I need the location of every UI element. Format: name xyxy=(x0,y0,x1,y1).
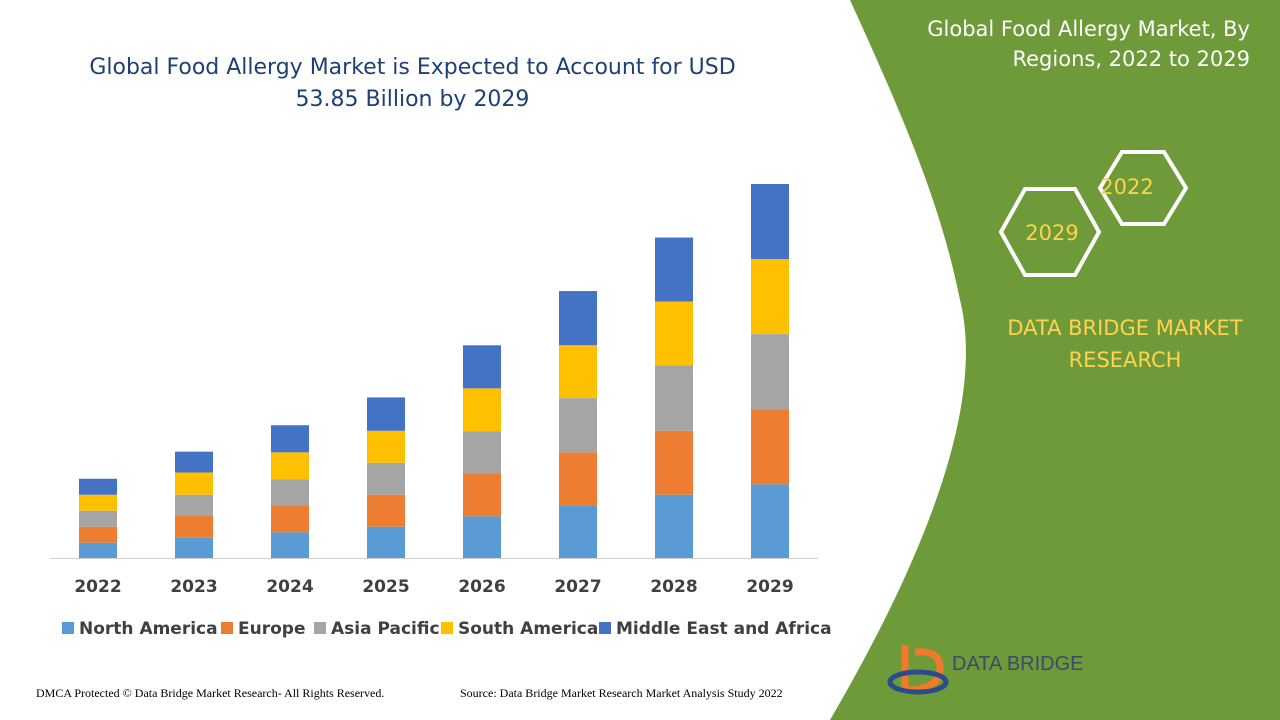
bar-segment xyxy=(79,478,117,495)
bar-segment xyxy=(79,526,117,543)
bar-segment xyxy=(271,479,309,506)
legend-swatch xyxy=(599,622,611,634)
panel-title: Global Food Allergy Market, By Regions, … xyxy=(927,17,1250,71)
bar-segment xyxy=(367,526,405,558)
bar-segment xyxy=(367,494,405,527)
hex-label: 2029 xyxy=(1025,221,1078,245)
logo-text: DATA BRIDGE xyxy=(952,653,1084,675)
bar-segment xyxy=(271,505,309,533)
hexagon xyxy=(998,187,1102,277)
bar-segment xyxy=(271,425,309,453)
x-tick-label: 2023 xyxy=(170,577,217,597)
legend-swatch xyxy=(62,622,74,634)
bar-segment xyxy=(751,334,789,410)
copyright: DMCA Protected © Data Bridge Market Rese… xyxy=(36,686,385,700)
chart-title: Global Food Allergy Market is Expected t… xyxy=(89,55,736,112)
bar-segment xyxy=(175,515,213,538)
hex-label: 2022 xyxy=(1100,175,1153,199)
legend-label: Asia Pacific xyxy=(331,619,440,639)
bar-segment xyxy=(655,301,693,366)
bar-segment xyxy=(79,494,117,511)
bar-segment xyxy=(463,516,501,558)
bar-segment xyxy=(463,388,501,432)
x-tick-label: 2026 xyxy=(458,577,505,597)
bar-segment xyxy=(655,494,693,558)
legend-swatch xyxy=(441,622,453,634)
legend-label: Europe xyxy=(238,619,305,639)
bar-segment xyxy=(367,430,405,463)
x-tick-label: 2027 xyxy=(554,577,601,597)
side-panel xyxy=(830,0,1280,720)
bar-segment xyxy=(559,291,597,346)
bar-segment xyxy=(559,505,597,558)
bar-segment xyxy=(751,484,789,558)
legend-swatch xyxy=(314,622,326,634)
bar-segment xyxy=(559,398,597,453)
x-tick-label: 2025 xyxy=(362,577,409,597)
bar-segment xyxy=(655,237,693,302)
bar-segment xyxy=(751,259,789,335)
bar-segment xyxy=(175,537,213,558)
bar-segment xyxy=(367,397,405,431)
bar-segment xyxy=(463,431,501,474)
source: Source: Data Bridge Market Research Mark… xyxy=(460,686,783,700)
bar-segment xyxy=(463,473,501,517)
bar-segment xyxy=(271,452,309,480)
bar-segment xyxy=(79,510,117,527)
bar-segment xyxy=(655,430,693,495)
bar-segment xyxy=(559,345,597,399)
bar-segment xyxy=(559,452,597,506)
legend-label: South America xyxy=(458,619,598,639)
bar-segment xyxy=(175,451,213,473)
bar-segment xyxy=(175,494,213,516)
bar-segment xyxy=(271,532,309,558)
x-tick-label: 2024 xyxy=(266,577,313,597)
legend-label: Middle East and Africa xyxy=(616,619,832,639)
hexagon xyxy=(1097,150,1189,226)
x-tick-label: 2022 xyxy=(74,577,121,597)
bar-segment xyxy=(751,409,789,485)
logo-mark xyxy=(887,669,949,695)
bar-segment xyxy=(79,542,117,558)
x-tick-label: 2029 xyxy=(746,577,793,597)
bar-segment xyxy=(367,462,405,495)
bar-segment xyxy=(175,472,213,495)
brand: DATA BRIDGE MARKET RESEARCH xyxy=(1007,316,1243,372)
x-tick-label: 2028 xyxy=(650,577,697,597)
legend-label: North America xyxy=(79,619,218,639)
legend-swatch xyxy=(221,622,233,634)
bar-segment xyxy=(655,365,693,431)
bar-segment xyxy=(463,345,501,389)
logo-mark xyxy=(901,645,944,694)
bar-segment xyxy=(751,184,789,260)
